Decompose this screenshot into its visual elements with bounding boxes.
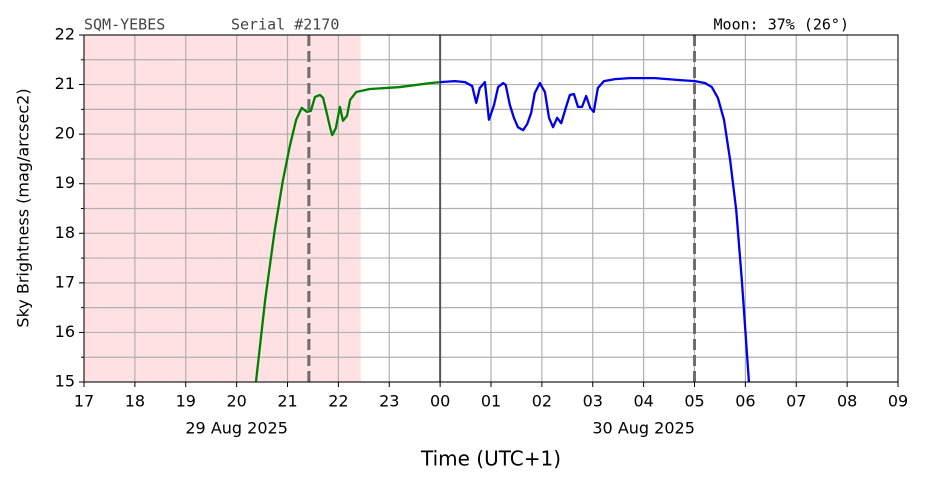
x-tick-label: 08	[837, 392, 857, 411]
x-tick-label: 18	[125, 392, 145, 411]
y-tick-label: 21	[55, 74, 75, 93]
x-tick-label: 02	[532, 392, 552, 411]
y-tick-label: 20	[55, 124, 75, 143]
y-tick-label: 17	[55, 272, 75, 291]
x-tick-label: 20	[226, 392, 246, 411]
date-label: 29 Aug 2025	[185, 419, 288, 438]
y-axis-label: Sky Brightness (mag/arcsec2)	[14, 88, 33, 327]
series-line	[440, 76, 751, 383]
header-mid: Serial #2170	[231, 16, 339, 34]
x-tick-label: 23	[379, 392, 399, 411]
y-tick-label: 18	[55, 223, 75, 242]
x-tick-label: 05	[684, 392, 704, 411]
x-tick-label: 09	[888, 392, 908, 411]
x-tick-label: 00	[430, 392, 450, 411]
plot-frame	[83, 34, 899, 383]
header-left: SQM-YEBES	[84, 16, 165, 34]
x-tick-label: 21	[277, 392, 297, 411]
x-tick-label: 06	[735, 392, 755, 411]
header-right: Moon: 37% (26°)	[714, 16, 849, 34]
y-tick-label: 15	[55, 372, 75, 391]
x-tick-label: 19	[176, 392, 196, 411]
x-tick-label: 04	[633, 392, 653, 411]
x-tick-label: 03	[583, 392, 603, 411]
y-tick-label: 19	[55, 173, 75, 192]
x-tick-label: 22	[328, 392, 348, 411]
series-line	[254, 80, 441, 383]
x-tick-label: 01	[481, 392, 501, 411]
x-tick-label: 17	[74, 392, 94, 411]
y-tick-label: 16	[55, 322, 75, 341]
date-label: 30 Aug 2025	[592, 419, 695, 438]
y-tick-label: 22	[55, 25, 75, 44]
x-tick-label: 07	[786, 392, 806, 411]
x-axis-label: Time (UTC+1)	[420, 447, 561, 471]
